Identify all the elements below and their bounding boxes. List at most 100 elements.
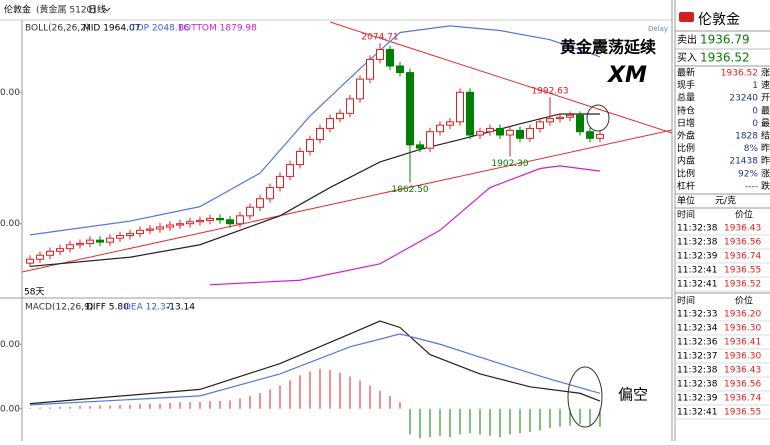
trade-time: 11:32:38 [677,238,718,248]
boll-mid: MID 1964.07 [83,24,140,34]
field-label: 现手 [677,79,695,91]
trade-price: 1936.20 [724,310,761,320]
candle-body [86,239,94,244]
trade-time: 11:32:36 [677,338,718,348]
field-label: 比例 [677,167,695,179]
candle-body [556,116,564,120]
col-header: 时间 [677,295,695,307]
field-label: 持仓 [677,104,695,116]
price-label: 2074.71 [361,33,398,43]
field-label: 涨 [761,68,770,79]
field-value: 92% [738,169,758,179]
candle-body [126,233,134,237]
field-value: 1936.52 [721,69,758,79]
candle-body [56,248,64,252]
indicator: MACD(12,26,9) [25,303,93,313]
field-label: 日增 [677,117,695,129]
quote-title: 伦敦金 [698,12,740,28]
field-value: 21438 [729,157,758,167]
note: 偏空 [618,386,648,404]
candle-body [486,127,494,133]
trade-price: 1936.74 [724,252,761,262]
candle-body [526,127,534,139]
y-tick-label: 2000.00 [0,88,20,98]
candle-body [26,258,34,264]
candle-body [146,228,154,231]
field-value: 8% [744,144,759,154]
candle-body [376,49,384,60]
price-label: 1902.30 [491,159,528,169]
buy-label: 买入 [677,52,697,64]
brand: XM [606,63,647,88]
candle-body [356,78,364,100]
candle-body [286,164,294,177]
sell-price: 1936.79 [700,33,750,47]
candle-body [596,133,604,139]
candle-body [326,118,334,129]
trade-price: 1936.74 [724,394,761,404]
candle-body [166,224,174,228]
candle-body [266,187,274,200]
boll-top: TOP 2048.16 [130,24,189,34]
field-label: 最新 [677,67,695,79]
candle-body [516,129,524,139]
indicator-line [29,320,601,405]
candle-body [306,139,314,152]
macd-value: -13.14 [166,303,195,313]
candle-body [256,198,264,208]
circle [567,366,603,428]
trade-price: 1936.56 [724,380,761,390]
macd-plot [29,320,601,439]
candle-body [586,131,594,139]
indicator-line [209,165,601,286]
candle-body [46,250,54,256]
candle-body [386,49,394,67]
period[interactable]: 日线 [88,4,106,16]
candle-body [236,215,244,225]
field-value: 0 [752,119,758,129]
candle-body [446,121,454,126]
quote-panel: 伦敦金 卖出 1936.79 买入 1936.52 单位 元/克 最新 1936.… [675,12,770,420]
trade-time: 11:32:38 [677,366,718,376]
field-label: 内盘 [677,155,695,167]
trend-line [22,129,672,273]
trade-time: 11:32:38 [677,224,718,234]
trade-price: 1936.30 [724,324,761,334]
indicator-line [29,113,600,268]
y-tick-label: 1800.00 [0,219,20,229]
candle-body [476,131,484,136]
field-label: 比例 [677,142,695,154]
candle-body [106,237,114,243]
field-label: 最 [761,105,770,116]
price-label: 1992.63 [531,87,568,97]
diff: DIFF 5.80 [86,303,129,313]
trade-price: 1936.43 [724,366,761,376]
field-value: ---- [745,182,758,192]
trade-time: 11:32:39 [677,252,718,262]
field-label: 结 [761,130,770,142]
days: 58天 [24,288,44,298]
field-label: 速 [761,80,770,91]
field-label: 总量 [677,92,695,104]
candle-body [136,229,144,235]
dropdown-icon[interactable] [103,7,111,12]
trade-price: 1936.55 [724,408,761,418]
field-label: 最 [761,118,770,129]
candle-body [546,118,554,123]
group: (黄金属 5120) [36,4,96,16]
candle-body [336,112,344,120]
trade-price: 1936.30 [724,352,761,362]
trade-time: 11:32:33 [677,310,717,320]
main-plot [22,21,672,286]
y-tick-label: 0.00 [0,404,20,414]
field-value: 0 [752,106,758,116]
field-value: 1828 [735,132,758,142]
trade-price: 1936.41 [724,338,761,348]
candle-body [456,91,464,123]
price-label: 1862.50 [391,185,428,195]
candle-body [536,121,544,129]
axis-labels: 2000.00 1800.00 50.00 0.00 [0,88,20,414]
trade-price: 1936.43 [724,224,761,234]
